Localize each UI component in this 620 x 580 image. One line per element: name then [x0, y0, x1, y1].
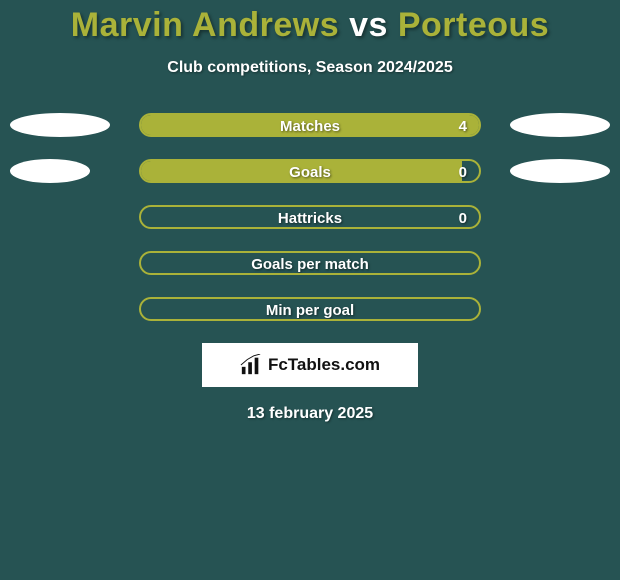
stat-value: 4 [459, 115, 467, 137]
stat-label: Goals per match [141, 253, 479, 275]
stat-bar: Goals per match [139, 251, 481, 275]
right-ellipse [510, 113, 610, 137]
stat-value: 0 [459, 161, 467, 183]
stat-bar: Matches4 [139, 113, 481, 137]
stat-bar: Min per goal [139, 297, 481, 321]
stat-label: Hattricks [141, 207, 479, 229]
date-text: 13 february 2025 [0, 405, 620, 423]
player1-name: Marvin Andrews [71, 6, 339, 44]
stat-rows: Matches4Goals0Hattricks0Goals per matchM… [0, 113, 620, 321]
page-title: Marvin Andrews vs Porteous [0, 6, 620, 45]
stat-row: Goals per match [0, 251, 620, 275]
stat-bar: Goals0 [139, 159, 481, 183]
comparison-infographic: Marvin Andrews vs Porteous Club competit… [0, 0, 620, 580]
stat-label: Matches [141, 115, 479, 137]
stat-bar: Hattricks0 [139, 205, 481, 229]
stat-row: Goals0 [0, 159, 620, 183]
subtitle: Club competitions, Season 2024/2025 [0, 59, 620, 77]
stat-row: Matches4 [0, 113, 620, 137]
logo-text: FcTables.com [268, 355, 380, 375]
stat-value: 0 [459, 207, 467, 229]
stat-label: Goals [141, 161, 479, 183]
title-vs: vs [349, 6, 388, 44]
stat-label: Min per goal [141, 299, 479, 321]
right-ellipse [510, 159, 610, 183]
bar-chart-icon [240, 354, 262, 376]
logo-box: FcTables.com [202, 343, 418, 387]
stat-row: Min per goal [0, 297, 620, 321]
left-ellipse [10, 113, 110, 137]
stat-row: Hattricks0 [0, 205, 620, 229]
left-ellipse [10, 159, 90, 183]
player2-name: Porteous [398, 6, 549, 44]
